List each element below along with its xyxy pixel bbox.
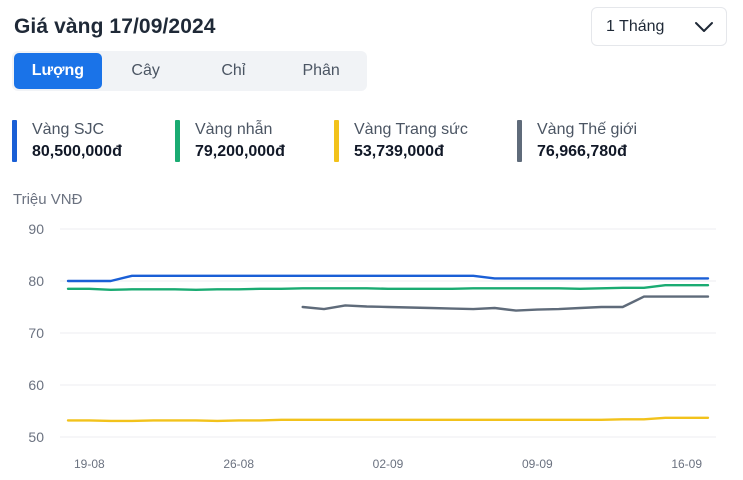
series-line-1 [66,284,710,291]
x-tick-label: 26-08 [223,457,254,471]
legend-name: Vàng nhẫn [195,121,273,138]
legend-item-the-gioi[interactable]: Vàng Thế giới 76,966,780đ [517,119,637,165]
series-line-0 [66,274,710,283]
legend-item-trang-suc[interactable]: Vàng Trang sức 53,739,000đ [334,119,468,165]
series-layer [66,274,710,423]
y-tick-layer: 50 60 70 80 90 [28,221,44,445]
legend-item-sjc[interactable]: Vàng SJC 80,500,000đ [12,119,122,165]
grid-layer [60,228,716,438]
legend-value: 79,200,000đ [195,143,285,160]
x-tick-label: 19-08 [74,457,105,471]
legend-value: 76,966,780đ [537,143,627,160]
y-tick-label: 70 [28,325,44,341]
period-select[interactable]: 1 Tháng [591,7,727,46]
x-tick-label: 09-09 [522,457,553,471]
y-tick-label: 80 [28,273,44,289]
tab-luong[interactable]: Lượng [14,53,102,89]
x-tick-label: 02-09 [373,457,404,471]
series-line-2 [66,416,710,423]
legend-swatch [517,120,522,162]
period-select-value: 1 Tháng [606,17,665,35]
page-title: Giá vàng 17/09/2024 [14,15,216,38]
x-tick-layer: 19-08 26-08 02-09 09-09 16-09 [74,457,702,471]
series-line-3 [301,295,710,312]
chevron-down-icon [694,21,714,33]
legend-name: Vàng Thế giới [537,121,638,138]
legend-item-nhan[interactable]: Vàng nhẫn 79,200,000đ [175,119,285,165]
x-tick-label: 16-09 [671,457,702,471]
tab-chi[interactable]: Chỉ [221,62,246,79]
legend-value: 53,739,000đ [354,143,444,160]
unit-tabs: Lượng Cây Chỉ Phân [12,51,367,91]
y-tick-label: 90 [28,221,44,237]
legend: Vàng SJC 80,500,000đ Vàng nhẫn 79,200,00… [12,119,732,165]
y-tick-label: 50 [28,429,44,445]
legend-value: 80,500,000đ [32,143,122,160]
tab-phan[interactable]: Phân [302,62,340,79]
legend-swatch [334,120,339,162]
legend-swatch [175,120,180,162]
y-tick-label: 60 [28,377,44,393]
legend-swatch [12,120,17,162]
y-axis-title: Triệu VNĐ [13,191,83,208]
tab-cay[interactable]: Cây [131,62,160,79]
legend-name: Vàng Trang sức [354,121,468,138]
legend-name: Vàng SJC [32,121,105,138]
